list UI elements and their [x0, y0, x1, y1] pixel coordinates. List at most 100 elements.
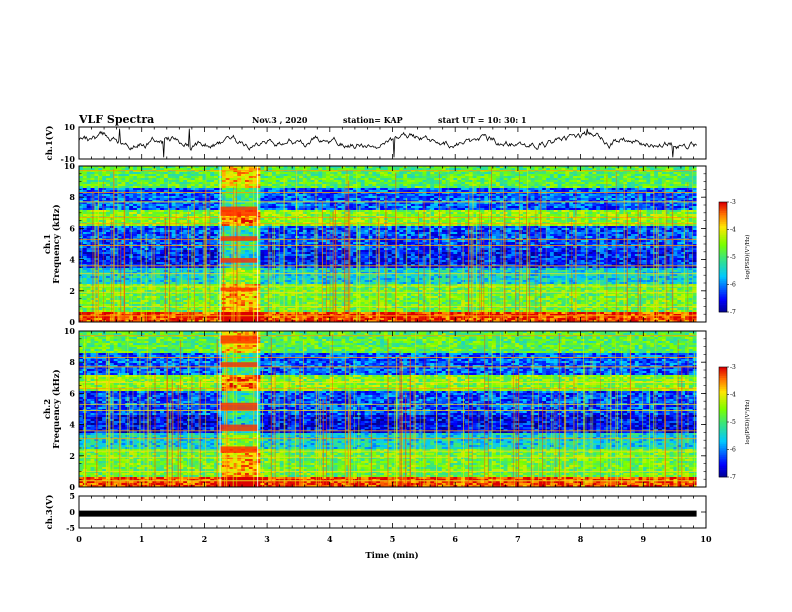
spectrogram-cell: [106, 296, 110, 298]
spectrogram-cell: [79, 198, 83, 200]
spectrogram-cell: [98, 246, 102, 248]
spectrogram-cell: [276, 186, 280, 188]
spectrogram-cell: [156, 256, 160, 258]
spectrogram-cell: [187, 182, 191, 184]
spectrogram-cell: [187, 230, 191, 232]
spectrogram-cell: [245, 234, 249, 236]
spectrogram-cell: [102, 316, 106, 318]
spectrogram-cell: [183, 172, 187, 174]
spectrogram-cell: [303, 258, 307, 260]
spectrogram-cell: [280, 254, 284, 256]
spectrogram-cell: [79, 268, 83, 270]
spectrogram-cell: [79, 218, 83, 220]
spectrogram-cell: [137, 202, 141, 204]
spectrogram-cell: [276, 194, 280, 196]
spectrogram-cell: [291, 194, 295, 196]
spectrogram-cell: [195, 240, 199, 242]
spectrogram-cell: [287, 256, 291, 258]
spectrogram-cell: [222, 174, 226, 176]
station-label: station= KAP: [343, 115, 403, 125]
spectrogram-cell: [195, 310, 199, 312]
spectrogram-cell: [168, 176, 172, 178]
spectrogram-cell: [187, 228, 191, 230]
spectrogram-cell: [152, 184, 156, 186]
spectrogram-cell: [199, 254, 203, 256]
spectrogram-cell: [102, 270, 106, 272]
spectrogram-cell: [195, 270, 199, 272]
spectrogram-cell: [145, 218, 149, 220]
spectrogram-cell: [287, 268, 291, 270]
spectrogram-cell: [102, 278, 106, 280]
spectrogram-cell: [210, 288, 214, 290]
spectrogram-cell: [83, 300, 87, 302]
spectrogram-cell: [106, 206, 110, 208]
spectrogram-cell: [160, 274, 164, 276]
spectrogram-cell: [156, 248, 160, 250]
spectrogram-cell: [210, 172, 214, 174]
spectrogram-cell: [241, 204, 245, 206]
spectrogram-cell: [98, 256, 102, 258]
spectrogram-cell: [160, 180, 164, 182]
spectrogram-cell: [222, 178, 226, 180]
spectrogram-cell: [287, 188, 291, 190]
spectrogram-cell: [137, 278, 141, 280]
spectrogram-cell: [87, 234, 91, 236]
spectrogram-cell: [210, 178, 214, 180]
spectrogram-cell: [307, 318, 311, 320]
spectrogram-cell: [87, 190, 91, 192]
spectrogram-cell: [257, 172, 261, 174]
spectrogram-cell: [260, 234, 264, 236]
spectrogram-cell: [87, 300, 91, 302]
spectrogram-cell: [176, 186, 180, 188]
spectrogram-cell: [314, 172, 318, 174]
spectrogram-cell: [257, 256, 261, 258]
spectrogram-cell: [307, 186, 311, 188]
spectrogram-cell: [287, 204, 291, 206]
spectrogram-cell: [303, 236, 307, 238]
spectrogram-cell: [133, 246, 137, 248]
spectrogram-cell: [106, 208, 110, 210]
spectrogram-cell: [156, 188, 160, 190]
spectrogram-cell: [156, 300, 160, 302]
spectrogram-cell: [260, 190, 264, 192]
spectrogram-cell: [160, 276, 164, 278]
spectrogram-cell: [226, 276, 230, 278]
spectrogram-cell: [199, 318, 203, 320]
spectrogram-cell: [295, 208, 299, 210]
spectrogram-cell: [287, 196, 291, 198]
spectrogram-cell: [91, 188, 95, 190]
spectrogram-cell: [106, 240, 110, 242]
spectrogram-cell: [152, 204, 156, 206]
spectrogram-cell: [164, 178, 168, 180]
spectrogram-cell: [303, 180, 307, 182]
spectrogram-cell: [287, 266, 291, 268]
spectrogram-cell: [137, 258, 141, 260]
spectrogram-cell: [226, 184, 230, 186]
spectrogram-cell: [237, 220, 241, 222]
spectrogram-cell: [272, 180, 276, 182]
spectrogram-cell: [133, 248, 137, 250]
spectrogram-cell: [210, 232, 214, 234]
spectrogram-cell: [318, 194, 322, 196]
spectrogram-cell: [264, 262, 268, 264]
spectrogram-cell: [172, 248, 176, 250]
spectrogram-cell: [133, 260, 137, 262]
spectrogram-cell: [280, 300, 284, 302]
spectrogram-cell: [237, 174, 241, 176]
spectrogram-cell: [299, 194, 303, 196]
spectrogram-cell: [160, 234, 164, 236]
spectrogram-cell: [160, 220, 164, 222]
spectrogram-cell: [318, 234, 322, 236]
spectrogram-cell: [241, 254, 245, 256]
spectrogram-cell: [98, 196, 102, 198]
spectrogram-cell: [87, 206, 91, 208]
spectrogram-cell: [187, 176, 191, 178]
spectrogram-cell: [249, 300, 253, 302]
spectrogram-cell: [195, 172, 199, 174]
spectrogram-cell: [260, 246, 264, 248]
spectrogram-cell: [83, 254, 87, 256]
spectrogram-cell: [206, 176, 210, 178]
spectrogram-cell: [295, 204, 299, 206]
spectrogram-cell: [106, 176, 110, 178]
spectrogram-cell: [287, 296, 291, 298]
